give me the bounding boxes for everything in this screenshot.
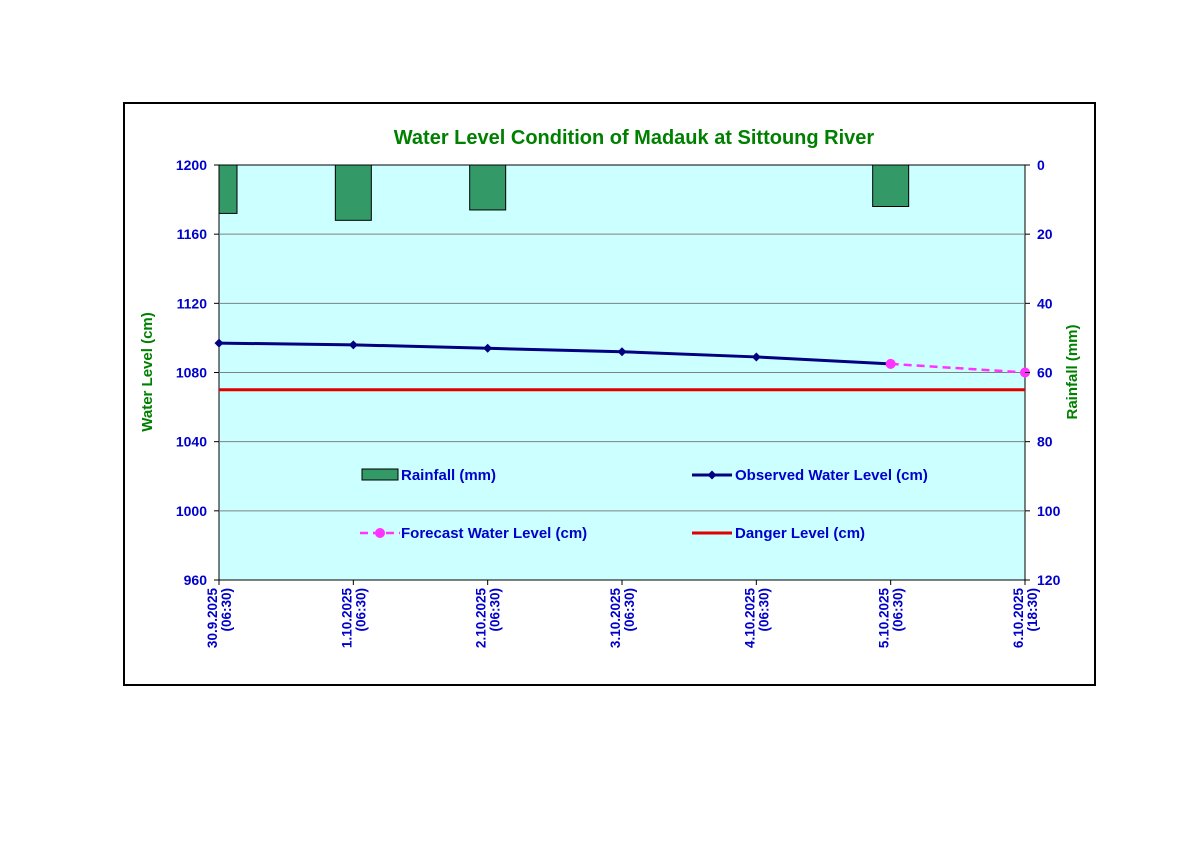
x-tick-time: (06:30) xyxy=(488,588,503,632)
gridlines xyxy=(219,233,1025,512)
y-left-tick-label: 1160 xyxy=(177,226,208,242)
y-right-tick-label: 80 xyxy=(1037,434,1053,450)
x-tick-time: (06:30) xyxy=(219,588,234,632)
chart-svg: Water Level Condition of Madauk at Sitto… xyxy=(139,127,1081,648)
x-tick-label: 1.10.2025 (06:30) xyxy=(339,588,368,649)
y-axis-right-label: Rainfall (mm) xyxy=(1064,324,1081,419)
rainfall-bars xyxy=(218,164,910,221)
rainfall-bar xyxy=(872,164,910,207)
x-tick-label: 30.9.2025 (06:30) xyxy=(205,588,234,649)
x-tick-date: 1.10.2025 xyxy=(339,588,354,649)
y-left-tick-label: 1040 xyxy=(176,434,207,450)
rainfall-bar xyxy=(469,164,507,211)
legend-label-forecast: Forecast Water Level (cm) xyxy=(401,525,587,542)
x-tick-time: (06:30) xyxy=(622,588,637,632)
chart-title: Water Level Condition of Madauk at Sitto… xyxy=(394,127,875,149)
x-tick-time: (06:30) xyxy=(353,588,368,632)
y-axis-left-label: Water Level (cm) xyxy=(139,312,156,431)
x-tick-date: 30.9.2025 xyxy=(205,588,220,649)
y-right-tick-label: 40 xyxy=(1037,295,1053,311)
legend-marker-observed xyxy=(707,470,717,480)
legend-label-danger: Danger Level (cm) xyxy=(735,525,865,542)
legend: Rainfall (mm) Observed Water Level (cm) Fo… xyxy=(360,467,928,542)
observed-water-level-line xyxy=(218,341,891,366)
x-tick-label: 4.10.2025 (06:30) xyxy=(742,588,771,649)
y-right-tick-label: 0 xyxy=(1037,157,1045,173)
y-left-tick-label: 1000 xyxy=(176,503,207,519)
y-right-tick-label: 20 xyxy=(1037,226,1053,242)
y-right-tick-label: 120 xyxy=(1037,572,1061,588)
observed-point xyxy=(617,347,627,357)
y-left-tick-label: 960 xyxy=(184,572,208,588)
x-tick-label: 3.10.2025 (06:30) xyxy=(608,588,637,649)
legend-label-rainfall: Rainfall (mm) xyxy=(401,467,496,484)
observed-point xyxy=(214,338,224,348)
x-tick-date: 4.10.2025 xyxy=(742,588,757,649)
x-tick-label: 6.10.2025 (18:30) xyxy=(1011,588,1040,649)
forecast-water-level-line xyxy=(890,362,1026,374)
x-tick-date: 2.10.2025 xyxy=(474,588,489,649)
x-tick-date: 3.10.2025 xyxy=(608,588,623,649)
rainfall-bar xyxy=(334,164,372,221)
x-tick-date: 6.10.2025 xyxy=(1011,588,1026,649)
legend-marker-forecast xyxy=(375,528,385,538)
axes: 960 1000 1040 1080 1120 1160 1200 0 20 40 60 80 100 1… xyxy=(176,157,1061,648)
chart-container: Water Level Condition of Madauk at Sitto… xyxy=(123,102,1096,686)
y-right-tick-label: 100 xyxy=(1037,503,1061,519)
x-tick-label: 2.10.2025 (06:30) xyxy=(474,588,503,649)
legend-label-observed: Observed Water Level (cm) xyxy=(735,467,928,484)
observed-point xyxy=(483,343,493,353)
x-tick-time: (06:30) xyxy=(891,588,906,632)
x-tick-time: (18:30) xyxy=(1025,588,1040,632)
x-tick-date: 5.10.2025 xyxy=(877,588,892,649)
forecast-point xyxy=(885,358,896,369)
observed-point xyxy=(751,352,761,362)
y-left-tick-label: 1200 xyxy=(176,157,207,173)
x-tick-time: (06:30) xyxy=(756,588,771,632)
x-tick-label: 5.10.2025 (06:30) xyxy=(877,588,906,649)
legend-swatch-rainfall xyxy=(361,468,399,481)
observed-point xyxy=(348,340,358,350)
y-left-tick-label: 1080 xyxy=(176,365,207,381)
y-right-tick-label: 60 xyxy=(1037,365,1053,381)
y-left-tick-label: 1120 xyxy=(177,295,208,311)
rainfall-bar xyxy=(218,164,238,214)
